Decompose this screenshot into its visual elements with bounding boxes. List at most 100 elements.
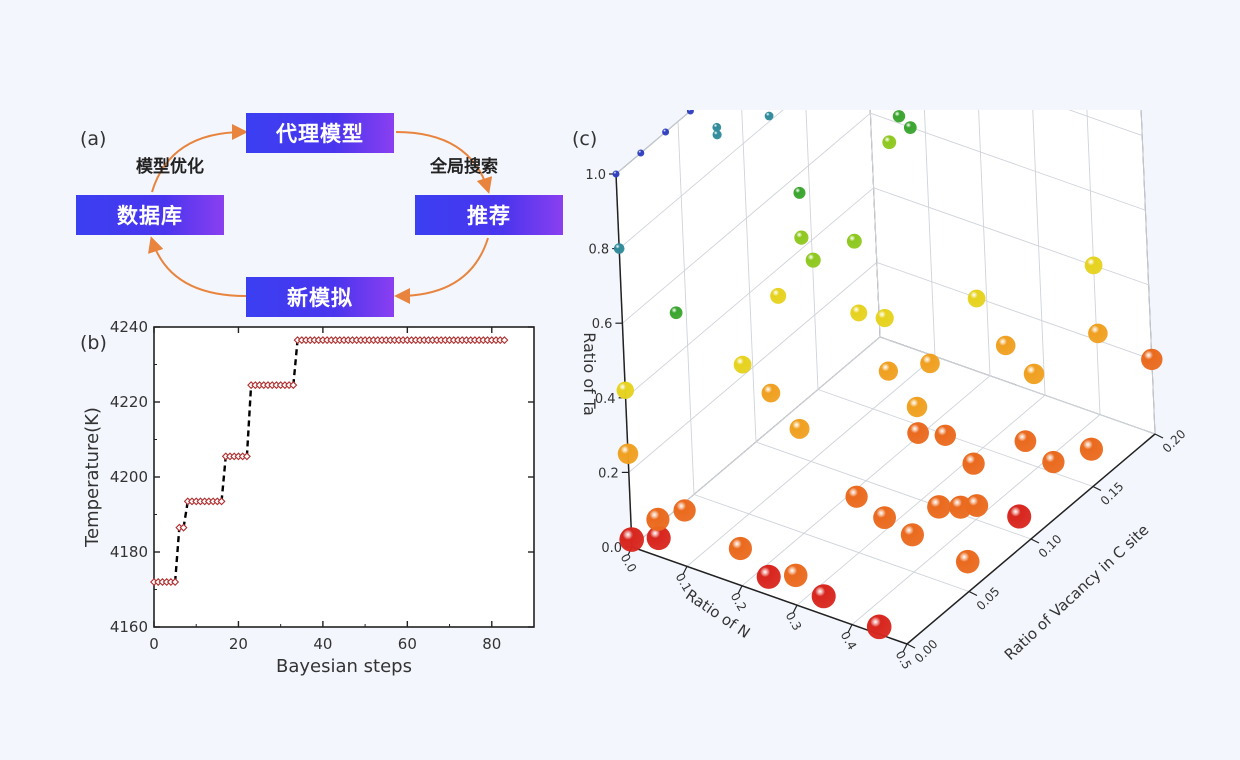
arrow-simulate-to-database bbox=[148, 236, 247, 297]
chart-b-ytick-label: 4200 bbox=[110, 468, 148, 486]
chart-c-point bbox=[906, 396, 928, 418]
chart-c-ztick-label: 0.0 bbox=[601, 541, 622, 556]
chart-c-ytick bbox=[906, 643, 916, 649]
chart-b-ytick-label: 4180 bbox=[110, 543, 148, 561]
chart-b-ytick-label: 4220 bbox=[110, 393, 148, 411]
panel-a-label: (a) bbox=[80, 128, 107, 150]
chart-c-point bbox=[756, 564, 781, 589]
chart-c-point bbox=[866, 614, 892, 640]
chart-c-grid-x-floor bbox=[851, 414, 1101, 625]
chart-b-step-segment bbox=[292, 340, 299, 386]
chart-b-ylabel: Temperature(K) bbox=[82, 407, 103, 548]
chart-c-point bbox=[673, 499, 696, 522]
chart-c-point bbox=[1084, 256, 1103, 275]
chart-b-marker bbox=[171, 578, 180, 586]
chart-b-xtick-label: 40 bbox=[313, 635, 332, 653]
chart-c-point bbox=[907, 422, 929, 444]
chart-c-point bbox=[686, 110, 694, 115]
chart-b-ytick-label: 4160 bbox=[110, 618, 148, 636]
chart-c-zlabel: Ratio of Ta bbox=[580, 332, 599, 416]
chart-c-point bbox=[733, 355, 752, 374]
chart-b-xtick-label: 60 bbox=[398, 635, 417, 653]
chart-c-point bbox=[805, 252, 821, 268]
chart-c-point bbox=[712, 130, 722, 140]
node-new-simulation: 新模拟 bbox=[246, 277, 394, 317]
chart-c-xtick bbox=[682, 566, 688, 575]
chart-c-xtick-label: 0.5 bbox=[893, 648, 915, 670]
chart-c-point bbox=[882, 135, 897, 150]
chart-c-point bbox=[811, 584, 836, 609]
chart-c-ztick-label: 0.4 bbox=[595, 392, 616, 407]
chart-c-point bbox=[770, 287, 787, 304]
chart-c-point bbox=[761, 383, 781, 403]
chart-c-point bbox=[903, 121, 917, 135]
chart-c-point bbox=[875, 308, 894, 328]
chart-c-xtick-label: 0.2 bbox=[728, 590, 750, 614]
chart-c-point bbox=[794, 230, 809, 245]
chart-c-grid-x-floor bbox=[631, 336, 881, 548]
chart-c-point bbox=[789, 418, 810, 439]
chart-c-xtick bbox=[737, 585, 743, 595]
chart-c-grid-y-floor bbox=[879, 336, 1156, 435]
chart-c-point bbox=[878, 361, 898, 381]
chart-c-point bbox=[783, 563, 808, 588]
chart-c-grid-z-side bbox=[1068, 110, 1143, 137]
chart-c-point bbox=[612, 170, 620, 178]
node-recommend: 推荐 bbox=[415, 195, 563, 235]
chart-b-marker bbox=[500, 336, 509, 345]
chart-c-point bbox=[1023, 363, 1045, 385]
chart-c-ztick-label: 1.0 bbox=[585, 168, 606, 183]
chart-c-point bbox=[927, 495, 951, 519]
node-database: 数据库 bbox=[76, 195, 224, 235]
chart-c-point bbox=[920, 353, 940, 374]
chart-b-marker bbox=[179, 523, 188, 532]
chart-c-ztick-label: 0.8 bbox=[589, 243, 610, 258]
chart-c-grid-y-back bbox=[805, 110, 819, 390]
chart-c-grid-x-side bbox=[978, 110, 991, 376]
chart-c-point bbox=[619, 527, 644, 552]
chart-c-x-axis bbox=[631, 546, 908, 645]
chart-c-ytick-label: 0.05 bbox=[974, 584, 1003, 613]
chart-b-ytick-label: 4240 bbox=[110, 318, 148, 336]
chart-c-grid-y-back bbox=[677, 121, 695, 495]
chart-c-ytick-label: 0.00 bbox=[912, 637, 941, 666]
chart-c-ztick-label: 0.6 bbox=[592, 317, 613, 332]
chart-c-z-axis bbox=[615, 173, 633, 548]
chart-c-xtick bbox=[847, 624, 853, 633]
chart-c-point bbox=[892, 110, 906, 123]
chart-c-ytick-label: 0.20 bbox=[1160, 427, 1189, 456]
chart-b-xlabel: Bayesian steps bbox=[276, 656, 412, 677]
chart-c-grid-z-side bbox=[876, 261, 1152, 360]
chart-c-grid-x-floor bbox=[686, 356, 936, 567]
chart-c-point bbox=[995, 335, 1016, 356]
chart-c-point bbox=[617, 443, 639, 464]
chart-c-point bbox=[965, 494, 989, 517]
chart-c-grid-z-side bbox=[873, 187, 1149, 286]
chart-b-xtick-label: 20 bbox=[229, 635, 248, 653]
chart-c-grid-x-side bbox=[869, 110, 881, 338]
chart-c-point bbox=[1042, 450, 1065, 474]
chart-c-point bbox=[1141, 348, 1163, 371]
chart-c-point bbox=[669, 306, 683, 320]
temperature-step-chart: 0 20 40 60 80 4160 4180 4200 4220 4240 Bayesian s… bbox=[82, 318, 535, 677]
chart-c-point bbox=[900, 523, 924, 547]
chart-b-step-segment bbox=[220, 456, 227, 502]
chart-b-xtick-label: 80 bbox=[482, 635, 501, 653]
chart-c-point bbox=[793, 186, 806, 199]
chart-b-plot-frame bbox=[153, 326, 535, 628]
chart-c-point bbox=[850, 304, 868, 322]
chart-c-point bbox=[712, 122, 722, 132]
panel-c-label: (c) bbox=[572, 128, 598, 150]
chart-c-point bbox=[646, 526, 671, 551]
chart-c-point bbox=[934, 424, 956, 446]
chart-c-point bbox=[1079, 437, 1103, 461]
node-surrogate-model: 代理模型 bbox=[246, 113, 394, 153]
chart-c-point bbox=[846, 233, 862, 249]
chart-b-xtick-label: 0 bbox=[149, 635, 159, 653]
chart-c-point bbox=[616, 381, 634, 400]
chart-c-point bbox=[967, 289, 986, 308]
ternary-3d-scatter: 0.00.20.40.60.81.00.00.10.20.30.40.50.00… bbox=[580, 110, 1189, 670]
chart-c-grid-x-floor bbox=[796, 394, 1046, 606]
chart-c-point bbox=[845, 485, 868, 508]
chart-c-grid-y-floor bbox=[693, 494, 970, 592]
